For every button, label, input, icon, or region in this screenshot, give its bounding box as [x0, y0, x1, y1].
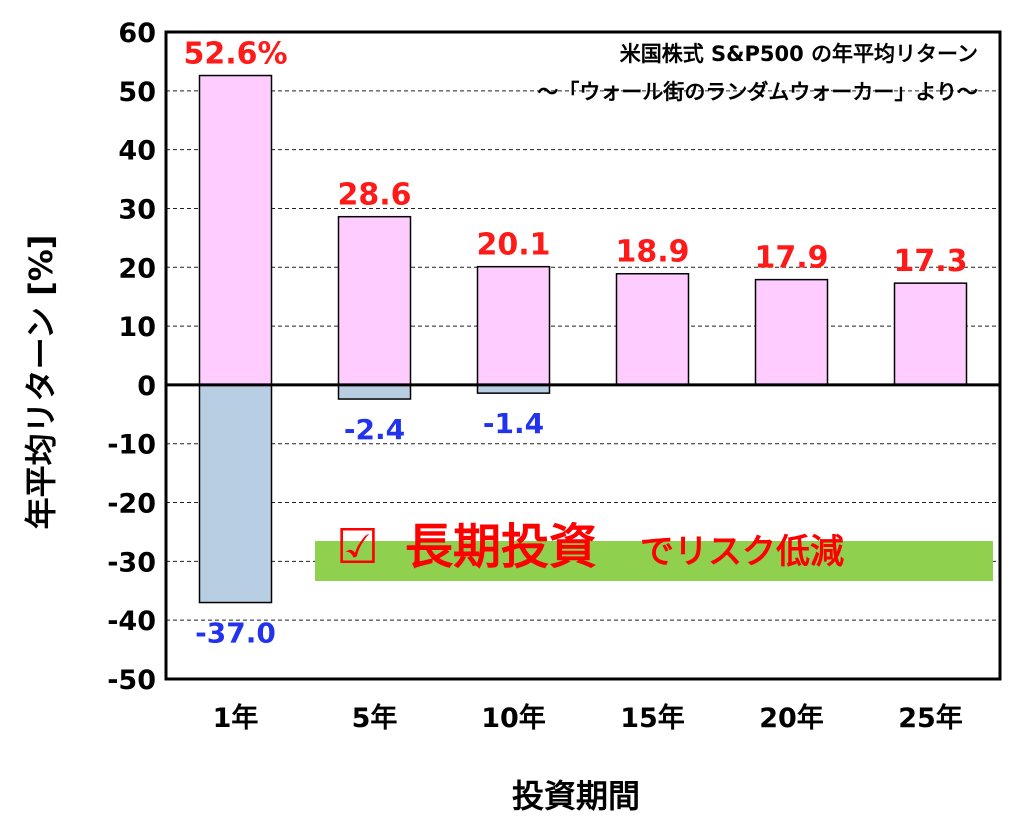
annotation-banner: ☑ 長期投資 でリスク低減	[315, 519, 993, 581]
bar-positive	[198, 74, 273, 386]
data-label-negative: -37.0	[195, 617, 276, 650]
annotation-rest-text: でリスク低減	[640, 532, 844, 572]
y-tick-label: -50	[107, 665, 156, 696]
bar-positive	[893, 282, 968, 386]
y-axis-title: 年平均リターン [%]	[22, 235, 60, 530]
y-tick-label: -20	[107, 489, 156, 520]
y-tick-label: 40	[118, 136, 156, 167]
x-tick-labels: 1年 5年 10年 15年 20年 25年	[213, 702, 963, 734]
checkbox-icon: ☑	[336, 519, 379, 575]
y-tick-labels: 60 50 40 30 20 10 0 -10 -20 -30 -40 -50	[107, 18, 156, 696]
bars	[166, 74, 1000, 604]
x-tick-label: 15年	[620, 702, 685, 734]
y-tick-label: 10	[118, 312, 156, 343]
bar-negative	[337, 384, 412, 400]
bar-positive	[476, 265, 551, 386]
y-tick-label: 0	[137, 371, 156, 402]
plot-frame	[164, 30, 1002, 681]
x-tick-label: 25年	[898, 702, 963, 734]
x-tick-label: 1年	[213, 702, 259, 734]
y-tick-label: -30	[107, 547, 156, 578]
y-tick-label: -10	[107, 430, 156, 461]
x-tick-label: 5年	[352, 702, 398, 734]
bar-positive	[754, 278, 829, 386]
chart-title-line-2: ～「ウォール街のランダムウォーカー」より～	[537, 80, 978, 104]
bar-positive	[615, 272, 690, 386]
x-axis-title: 投資期間	[512, 777, 640, 815]
data-label-negative: -1.4	[483, 407, 544, 440]
data-label-positive: 20.1	[476, 228, 550, 263]
data-label-positive: 17.9	[754, 241, 828, 276]
data-labels: 52.6% -37.0 28.6 -2.4 20.1 -1.4 18.9 17.9 17.3	[183, 37, 967, 650]
bar-positive	[337, 215, 412, 386]
data-label-positive: 18.9	[615, 235, 689, 270]
y-tick-label: -40	[107, 606, 156, 637]
data-label-positive: 28.6	[337, 178, 411, 213]
y-tick-label: 20	[118, 253, 156, 284]
x-tick-label: 10年	[481, 702, 546, 734]
bar-negative	[198, 384, 273, 604]
y-tick-label: 50	[118, 77, 156, 108]
y-tick-label: 30	[118, 194, 156, 225]
chart-title-line-1: 米国株式 S&P500 の年平均リターン	[620, 42, 978, 66]
data-label-negative: -2.4	[344, 413, 405, 446]
data-label-positive: 17.3	[893, 244, 967, 279]
annotation-main-text: 長期投資	[405, 519, 597, 575]
annotation-highlight	[315, 541, 993, 581]
data-label-positive: 52.6%	[183, 37, 287, 72]
x-tick-label: 20年	[759, 702, 824, 734]
y-tick-label: 60	[118, 18, 156, 49]
